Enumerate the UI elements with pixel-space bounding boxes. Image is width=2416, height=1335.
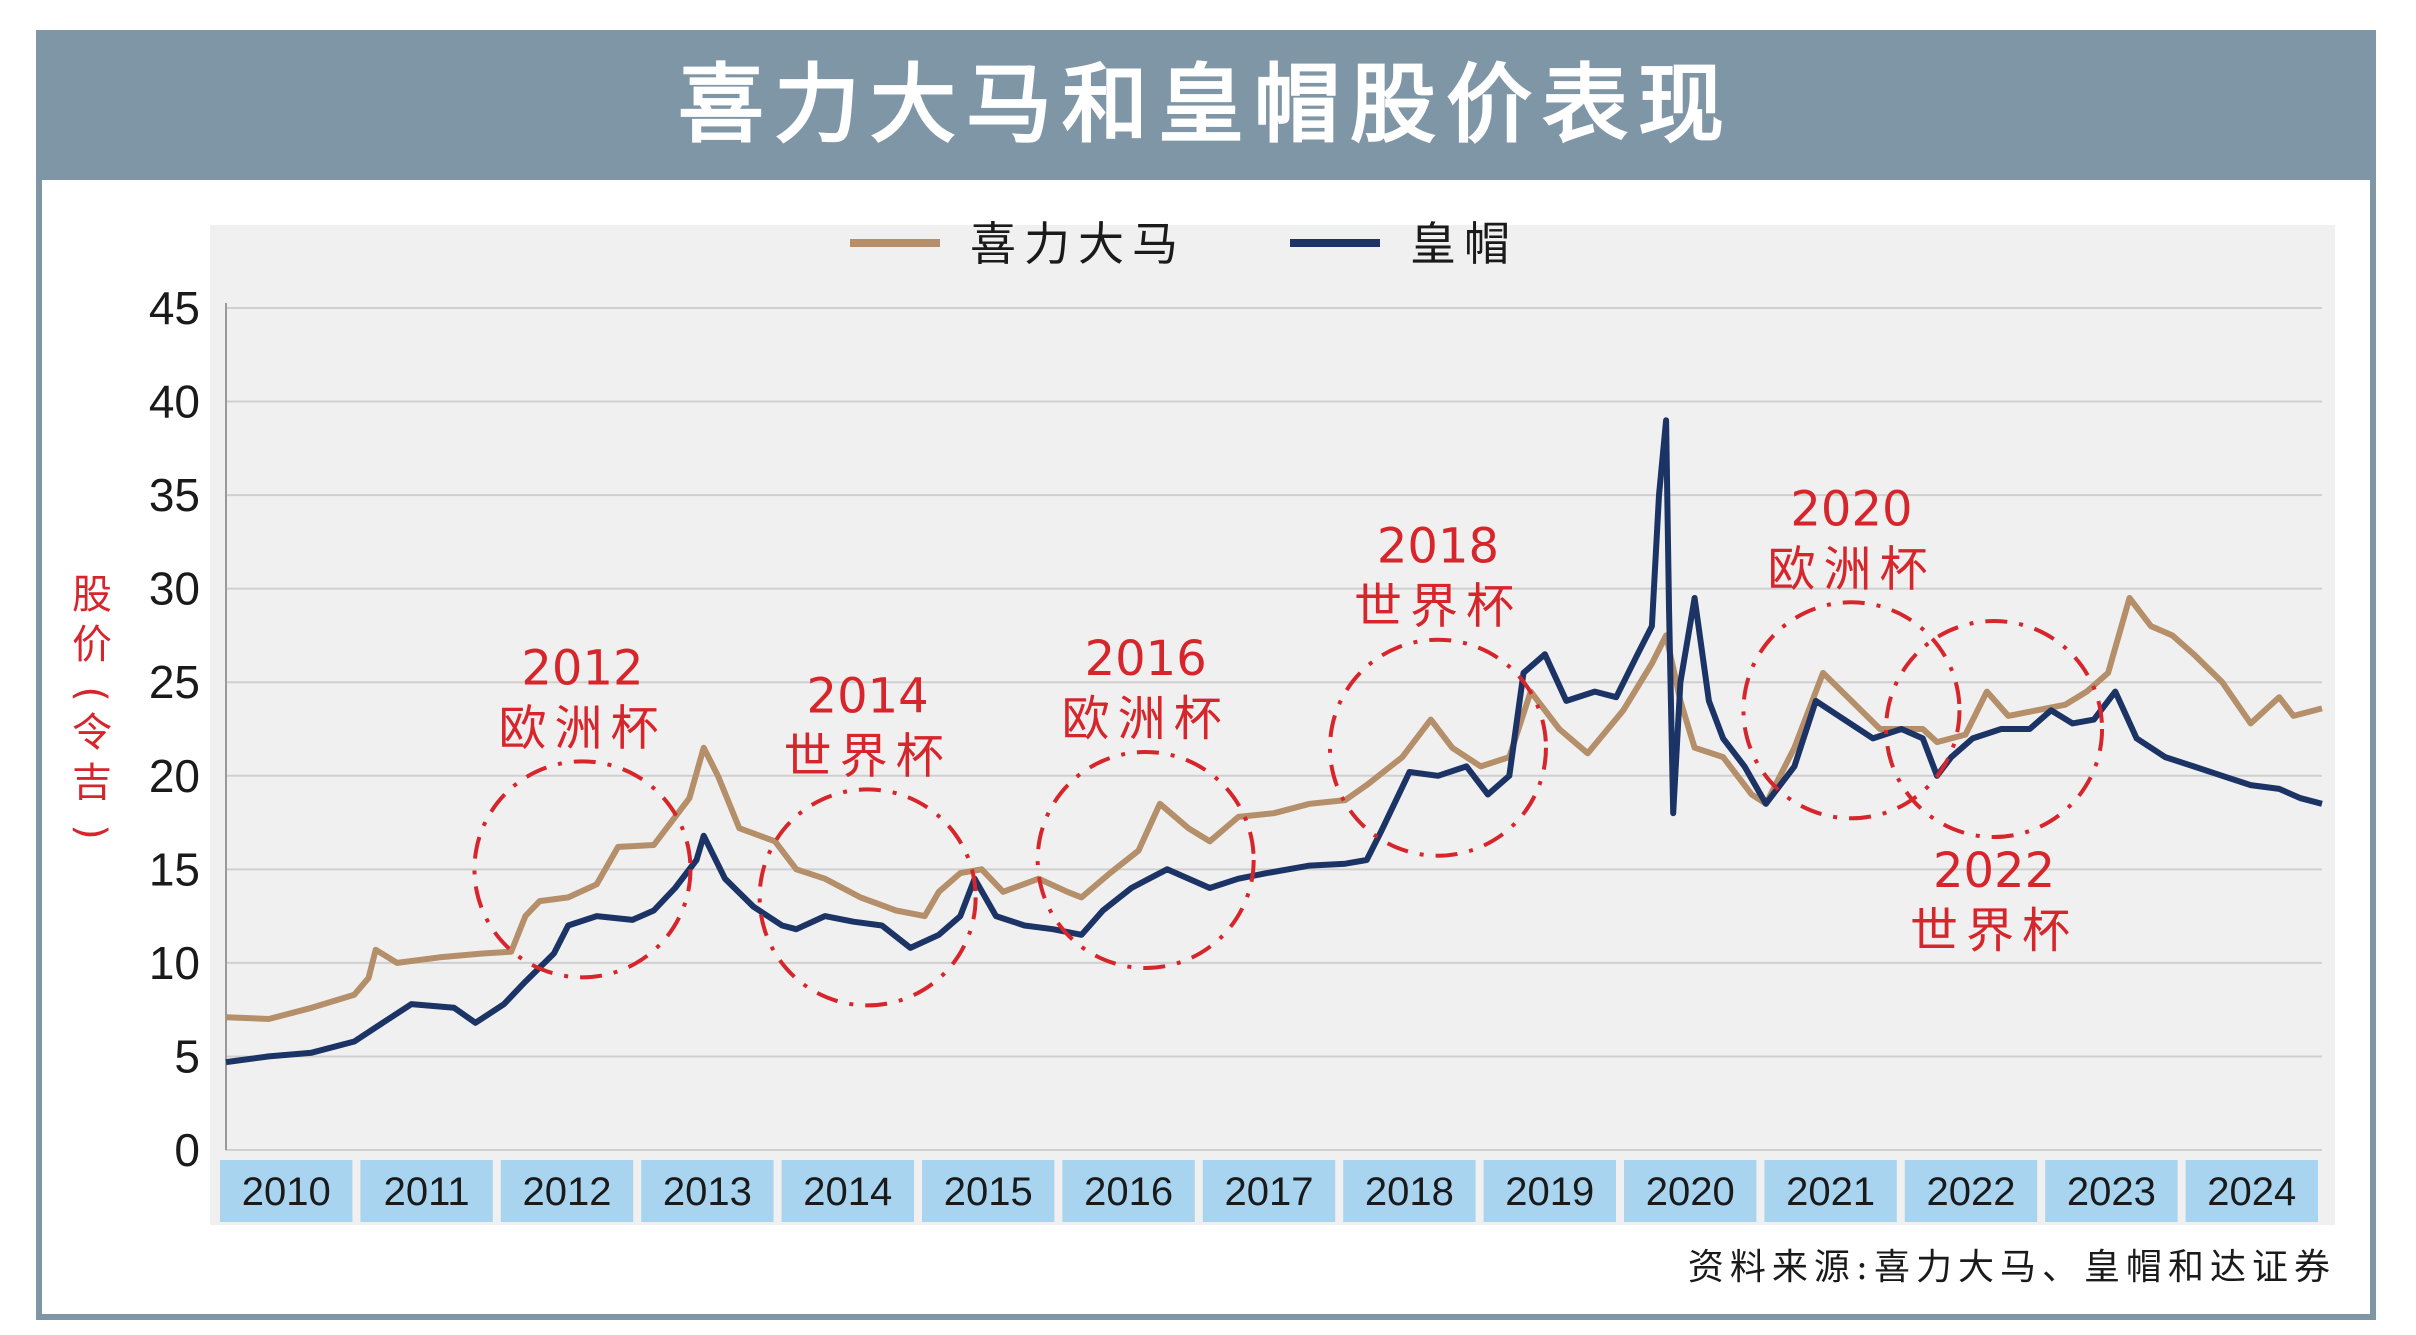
y-tick-label: 30 xyxy=(149,563,200,615)
y-tick-label: 0 xyxy=(174,1124,200,1176)
event-circle xyxy=(1035,749,1256,970)
source-note: 资料来源:喜力大马、皇帽和达证券 xyxy=(1687,1247,2336,1288)
legend-label: 喜力大马 xyxy=(970,217,1186,271)
legend-label: 皇帽 xyxy=(1410,217,1518,271)
event-name-label: 欧洲杯 xyxy=(1767,541,1935,597)
year-label: 2015 xyxy=(944,1170,1033,1214)
legend: 喜力大马 皇帽 xyxy=(850,217,1518,271)
y-tick-label: 5 xyxy=(174,1030,200,1082)
event-circle xyxy=(472,759,693,980)
year-label: 2010 xyxy=(242,1170,331,1214)
y-axis-label-char: 价 xyxy=(72,622,112,668)
year-label: 2021 xyxy=(1786,1170,1875,1214)
y-tick-label: 10 xyxy=(149,937,200,989)
year-band xyxy=(1062,1160,1195,1222)
y-tick-label: 15 xyxy=(149,843,200,895)
year-label: 2022 xyxy=(1927,1170,2016,1214)
y-axis-label-char: ( xyxy=(68,686,114,702)
year-band xyxy=(2185,1160,2318,1222)
year-label: 2020 xyxy=(1646,1170,1735,1214)
event-name-label: 欧洲杯 xyxy=(498,700,666,756)
event-year-label: 2020 xyxy=(1790,481,1912,537)
y-tick-label: 40 xyxy=(149,376,200,428)
y-axis-label-char: 股 xyxy=(72,572,112,618)
year-band xyxy=(1764,1160,1897,1222)
y-axis-label: 股价 ( 令吉) xyxy=(68,572,114,840)
year-label: 2017 xyxy=(1225,1170,1314,1214)
year-band xyxy=(922,1160,1055,1222)
year-band xyxy=(500,1160,634,1222)
year-label: 2016 xyxy=(1084,1170,1173,1214)
year-label: 2019 xyxy=(1505,1170,1594,1214)
event-circle xyxy=(1884,619,2105,839)
y-tick-label: 25 xyxy=(149,656,200,708)
year-label: 2018 xyxy=(1365,1170,1454,1214)
x-axis-year-bands: 2010 2011 2012 2013 2014 2015 2016 2017 2018 2019… xyxy=(220,1160,2318,1222)
year-band xyxy=(1202,1160,1336,1222)
year-band xyxy=(1343,1160,1476,1222)
event-circle xyxy=(1741,600,1962,821)
chart-title: 喜力大马和皇帽股价表现 xyxy=(678,55,1734,155)
event-name-label: 世界杯 xyxy=(1910,903,2078,959)
event-year-label: 2022 xyxy=(1933,843,2055,899)
year-band xyxy=(360,1160,493,1222)
heineken-line xyxy=(225,595,2323,1022)
y-axis-label-char: 令 xyxy=(72,710,112,756)
event-circle xyxy=(757,787,978,1008)
y-tick-label: 35 xyxy=(149,469,200,521)
y-axis-label-char: ) xyxy=(68,824,114,840)
title-bar xyxy=(36,30,2376,180)
event-year-label: 2016 xyxy=(1085,631,1207,687)
grid-lines xyxy=(225,303,2322,1151)
series-lines xyxy=(225,417,2323,1066)
year-band xyxy=(1483,1160,1616,1222)
event-year-label: 2018 xyxy=(1377,519,1499,575)
y-tick-label: 45 xyxy=(149,282,200,334)
event-circle xyxy=(1327,637,1548,858)
year-label: 2023 xyxy=(2067,1170,2156,1214)
year-band xyxy=(1624,1160,1757,1222)
event-annotations: 2012欧洲杯2014世界杯2016欧洲杯2018世界杯2020欧洲杯2022世… xyxy=(472,481,2105,1008)
year-band xyxy=(2045,1160,2178,1222)
year-band xyxy=(1904,1160,2038,1222)
event-year-label: 2014 xyxy=(807,668,929,724)
y-tick-labels: 0 5 10 15 20 25 30 35 40 45 xyxy=(149,282,200,1176)
plot-background xyxy=(210,225,2335,1225)
crown-line xyxy=(225,417,2323,1066)
year-label: 2012 xyxy=(523,1170,612,1214)
year-label: 2013 xyxy=(663,1170,752,1214)
y-axis-label-char: 吉 xyxy=(72,760,112,806)
year-band xyxy=(220,1160,353,1222)
year-label: 2014 xyxy=(803,1170,892,1214)
event-name-label: 世界杯 xyxy=(784,728,952,784)
event-year-label: 2012 xyxy=(521,640,643,696)
y-tick-label: 20 xyxy=(149,750,200,802)
year-band xyxy=(781,1160,914,1222)
year-label: 2024 xyxy=(2207,1170,2296,1214)
event-name-label: 世界杯 xyxy=(1354,579,1522,635)
year-band xyxy=(641,1160,774,1222)
event-name-label: 欧洲杯 xyxy=(1062,691,1230,747)
year-label: 2011 xyxy=(384,1170,470,1214)
